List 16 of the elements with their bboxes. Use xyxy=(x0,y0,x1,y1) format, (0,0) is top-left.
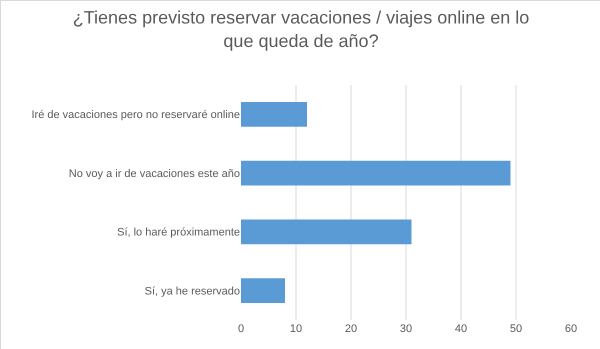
y-tick-label: Sí, lo haré próximamente xyxy=(117,226,240,239)
x-tick-label: 40 xyxy=(454,323,468,335)
y-tick-label: Iré de vacaciones pero no reservaré online xyxy=(31,109,240,122)
bar xyxy=(241,102,307,127)
chart-title: ¿Tienes previsto reservar vacaciones / viajes online en lo que queda de año? xyxy=(72,8,530,52)
x-tick-label: 50 xyxy=(510,323,522,335)
x-tick-label: 0 xyxy=(238,323,244,335)
bar xyxy=(241,220,412,244)
x-tick-label: 20 xyxy=(344,323,358,335)
y-tick-label: No voy a ir de vacaciones este año xyxy=(68,168,240,180)
bar xyxy=(241,278,285,303)
bar xyxy=(241,160,510,186)
y-tick-label: Sí, ya he reservado xyxy=(144,285,240,298)
x-tick-label: 30 xyxy=(400,323,412,335)
x-tick-label: 60 xyxy=(564,323,578,335)
x-tick-label: 10 xyxy=(290,323,302,335)
